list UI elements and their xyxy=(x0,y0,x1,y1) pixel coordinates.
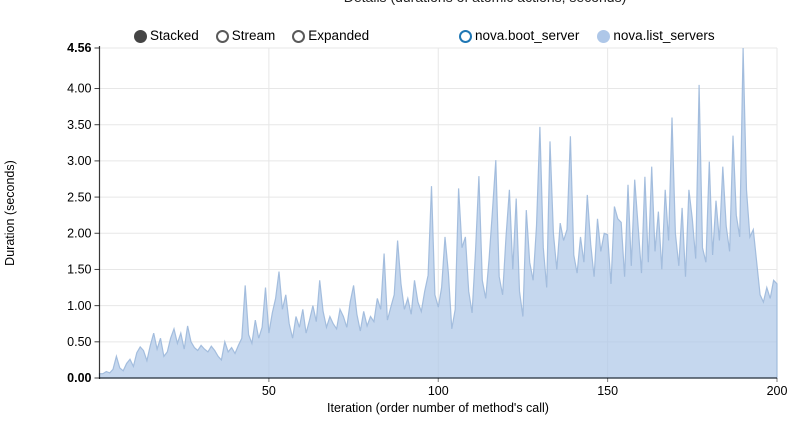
y-tick-label: 2.50 xyxy=(67,190,91,204)
y-axis-title: Duration (seconds) xyxy=(3,160,17,266)
legend-swatch-icon xyxy=(597,29,611,43)
chart-mode-radio-stacked[interactable]: Stacked xyxy=(134,28,199,44)
series-legend: nova.boot_server nova.list_servers xyxy=(459,28,715,44)
radio-unselected-icon xyxy=(215,29,229,43)
x-tick-label: 50 xyxy=(262,384,276,398)
legend-item-nova.boot_server[interactable]: nova.boot_server xyxy=(459,28,579,44)
y-tick-label: 3.00 xyxy=(67,154,91,168)
y-tick-label: 1.50 xyxy=(67,263,91,277)
chart-mode-controls: Stacked Stream Expanded xyxy=(134,28,369,44)
y-tick-label: 4.00 xyxy=(67,82,91,96)
legend-label: nova.boot_server xyxy=(475,28,580,43)
legend-item-nova.list_servers[interactable]: nova.list_servers xyxy=(597,28,715,44)
y-tick-label: 4.56 xyxy=(67,41,91,55)
x-axis-title: Iteration (order number of method's call… xyxy=(327,401,549,415)
y-tick-label: 3.50 xyxy=(67,118,91,132)
chart-mode-radio-expanded[interactable]: Expanded xyxy=(292,28,369,44)
y-tick-label: 1.00 xyxy=(67,299,91,313)
clipped-page-title: Details (durations of atomic actions, se… xyxy=(170,0,800,4)
x-tick-label: 150 xyxy=(597,384,618,398)
radio-unselected-icon xyxy=(292,29,306,43)
legend-swatch-icon xyxy=(459,29,472,43)
chart-mode-radio-stream[interactable]: Stream xyxy=(215,28,276,44)
radio-selected-icon xyxy=(134,29,147,43)
series-area-nova.list_servers xyxy=(98,47,778,379)
x-tick-label: 200 xyxy=(767,384,788,398)
y-tick-label: 0.00 xyxy=(67,371,91,385)
legend-label: nova.list_servers xyxy=(613,28,715,43)
y-tick-label: 0.50 xyxy=(67,335,91,349)
x-tick-label: 100 xyxy=(428,384,449,398)
chart-mode-label: Expanded xyxy=(308,28,370,43)
chart-mode-label: Stream xyxy=(231,28,276,43)
chart-mode-label: Stacked xyxy=(150,28,199,43)
y-tick-label: 2.00 xyxy=(67,226,91,240)
